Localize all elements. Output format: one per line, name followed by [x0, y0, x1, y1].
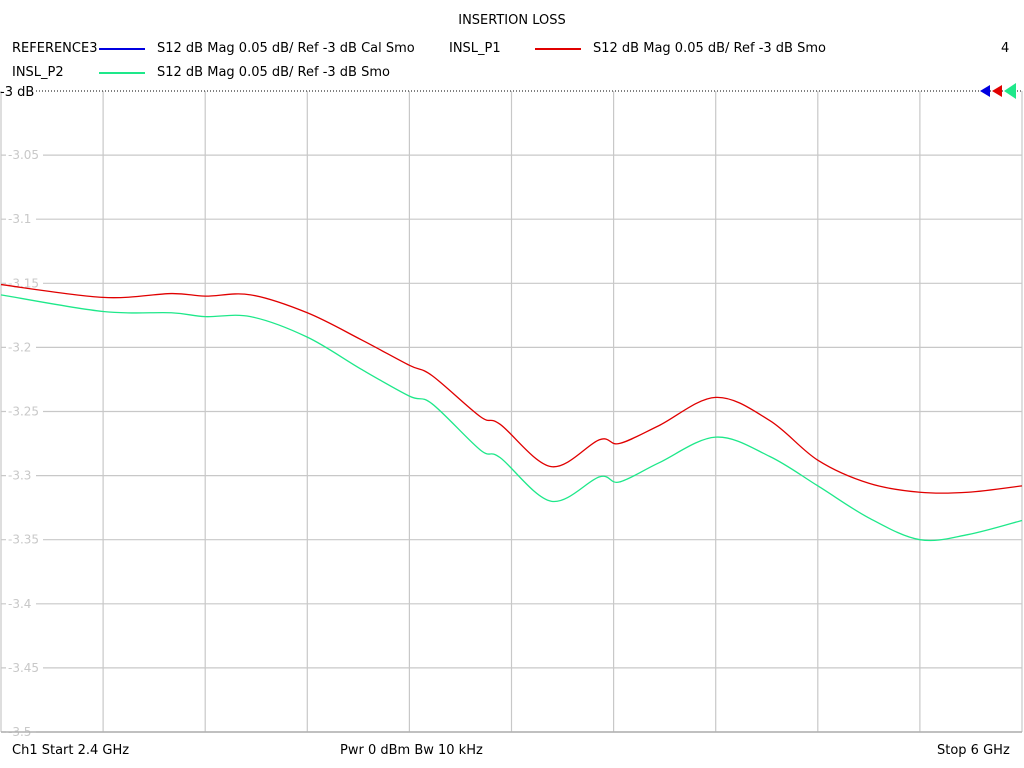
footer-stop: Stop 6 GHz — [937, 743, 1010, 758]
footer-power-bandwidth: Pwr 0 dBm Bw 10 kHz — [340, 743, 483, 758]
trace-insl-p2 — [0, 294, 1023, 542]
y-tick-label: -3.25 — [8, 405, 39, 419]
legend-row-1: REFERENCE3 S12 dB Mag 0.05 dB/ Ref -3 dB… — [0, 41, 1024, 59]
legend-desc-insl-p2: S12 dB Mag 0.05 dB/ Ref -3 dB Smo — [157, 65, 390, 80]
legend-swatch-insl-p1 — [535, 48, 581, 50]
legend-swatch-reference3 — [99, 48, 145, 50]
reference-marker-icon — [992, 85, 1002, 97]
y-tick-label: -3.3 — [8, 469, 31, 483]
legend-name-insl-p1: INSL_P1 — [449, 41, 501, 56]
reference-marker-icon — [980, 85, 990, 97]
legend-name-reference3: REFERENCE3 — [12, 41, 98, 56]
legend-swatch-insl-p2 — [99, 72, 145, 74]
legend-row-2: INSL_P2 S12 dB Mag 0.05 dB/ Ref -3 dB Sm… — [0, 65, 1024, 83]
y-tick-label: -3.2 — [8, 340, 31, 354]
y-tick-label: -3.1 — [8, 212, 31, 226]
trace-insl-p1 — [0, 283, 1023, 494]
legend-name-insl-p2: INSL_P2 — [12, 65, 64, 80]
legend-desc-insl-p1: S12 dB Mag 0.05 dB/ Ref -3 dB Smo — [593, 41, 826, 56]
reference-marker-icon — [1004, 83, 1016, 99]
y-tick-label: -3.35 — [8, 533, 39, 547]
y-tick-label: -3.05 — [8, 148, 39, 162]
y-tick-label: -3.4 — [8, 597, 31, 611]
y-tick-label: -3.45 — [8, 661, 39, 675]
trace-count: 4 — [1001, 41, 1010, 56]
footer-start: Ch1 Start 2.4 GHz — [12, 743, 130, 758]
legend-desc-reference3: S12 dB Mag 0.05 dB/ Ref -3 dB Cal Smo — [157, 41, 415, 56]
chart-title: INSERTION LOSS — [458, 13, 566, 28]
reference-label: -3 dB — [0, 85, 34, 100]
